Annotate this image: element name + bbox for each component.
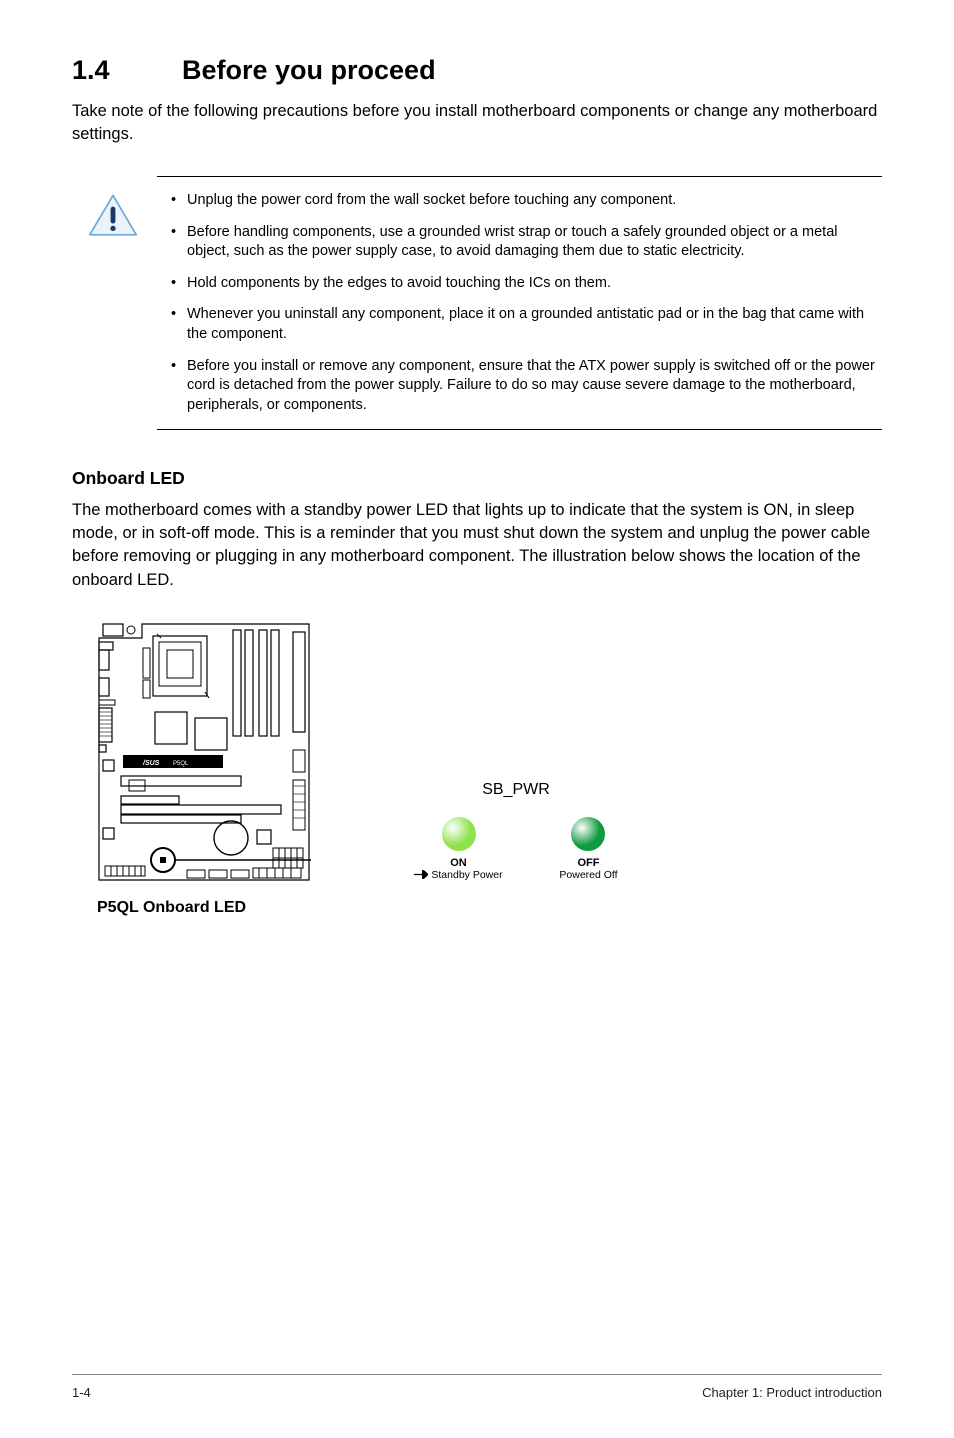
caution-icon xyxy=(87,191,157,415)
chapter-label: Chapter 1: Product introduction xyxy=(702,1385,882,1400)
section-title: Before you proceed xyxy=(182,55,436,86)
led-state-on: ON Standby Power xyxy=(414,817,502,881)
led-state-sublabel: Standby Power xyxy=(414,869,502,881)
led-state-label: ON xyxy=(450,857,467,869)
page-footer: 1-4 Chapter 1: Product introduction xyxy=(72,1374,882,1400)
led-state-sublabel: Powered Off xyxy=(559,869,617,881)
onboard-led-body: The motherboard comes with a standby pow… xyxy=(72,499,882,591)
connector-title: SB_PWR xyxy=(386,781,646,799)
caution-item: Unplug the power cord from the wall sock… xyxy=(171,191,882,211)
led-dot-icon xyxy=(442,817,476,851)
page-number: 1-4 xyxy=(72,1385,91,1400)
led-state-block: SB_PWR ON Standby Power OFF Powered Off xyxy=(386,781,646,881)
svg-text:/SUS: /SUS xyxy=(142,760,160,767)
arrow-right-icon xyxy=(414,870,428,879)
diagram-caption: P5QL Onboard LED xyxy=(97,899,312,917)
caution-item: Whenever you uninstall any component, pl… xyxy=(171,305,882,344)
section-intro: Take note of the following precautions b… xyxy=(72,100,882,146)
motherboard-illustration: /SUS P5QL xyxy=(97,620,312,895)
caution-item: Hold components by the edges to avoid to… xyxy=(171,274,882,294)
led-diagram: /SUS P5QL xyxy=(97,620,882,917)
caution-list: Unplug the power cord from the wall sock… xyxy=(157,191,882,415)
section-heading: 1.4 Before you proceed xyxy=(72,55,882,86)
led-state-off: OFF Powered Off xyxy=(559,817,617,881)
caution-block: Unplug the power cord from the wall sock… xyxy=(157,176,882,430)
caution-item: Before handling components, use a ground… xyxy=(171,223,882,262)
led-state-label: OFF xyxy=(577,857,599,869)
subheading-onboard-led: Onboard LED xyxy=(72,468,882,489)
caution-item: Before you install or remove any compone… xyxy=(171,357,882,416)
led-dot-icon xyxy=(571,817,605,851)
svg-text:P5QL: P5QL xyxy=(173,761,189,767)
section-number: 1.4 xyxy=(72,55,182,86)
